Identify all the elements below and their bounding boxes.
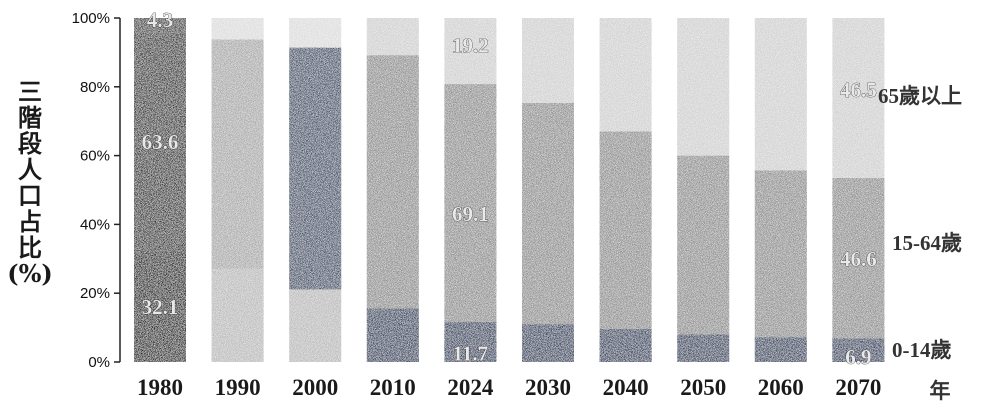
bar-stack-2060 [754, 18, 807, 362]
bar-stack-2050 [677, 18, 730, 362]
bar-segment-15-64歲 [522, 102, 574, 325]
bar-segment-0-14歲 [522, 324, 574, 362]
bar-segment-65歲以上 [754, 18, 807, 171]
x-tick-label: 2060 [758, 375, 804, 400]
x-tick-label: 2050 [680, 375, 726, 400]
y-tick-label: 80% [80, 79, 110, 96]
data-label: 46.6 [840, 247, 877, 271]
bar-stack-2010 [366, 18, 419, 362]
x-tick-label: 1980 [137, 375, 183, 400]
legend-item-65歲以上: 65歲以上 [878, 84, 962, 108]
y-tick-label: 100% [72, 10, 110, 27]
x-axis-title: 年 [930, 379, 951, 403]
bar-stack-2024 [444, 18, 497, 362]
y-axis-title-char: 比 [18, 233, 42, 262]
bar-segment-0-14歲 [677, 334, 730, 362]
bar-segment-0-14歲 [832, 338, 885, 362]
bar-segment-65歲以上 [444, 18, 497, 85]
bar-segment-0-14歲 [289, 289, 342, 362]
data-label: 11.7 [453, 341, 489, 365]
bars-group [134, 18, 885, 362]
y-tick-label: 40% [80, 216, 110, 233]
bar-segment-0-14歲 [444, 321, 497, 362]
bar-segment-0-14歲 [366, 308, 419, 362]
x-tick-label: 1990 [215, 375, 261, 400]
bar-stack-1980 [134, 18, 186, 362]
data-label: 46.5 [840, 78, 877, 102]
data-labels-group: 32.1 63.6 4.3 11.7 69.1 19.2 6.9 46.6 46.5 [141, 8, 877, 369]
y-axis-title-char: 段 [18, 129, 42, 158]
bar-stack-1990 [211, 18, 264, 362]
y-tick-label: 20% [80, 285, 110, 302]
x-tick-label: 2024 [447, 375, 494, 400]
bar-segment-65歲以上 [677, 18, 730, 156]
bar-segment-15-64歲 [832, 177, 885, 339]
y-tick-label: 0% [88, 354, 110, 371]
data-label: 32.1 [142, 295, 179, 319]
data-label: 19.2 [452, 34, 489, 58]
legend-item-0-14歲: 0-14歲 [892, 338, 952, 362]
x-tick-label: 2000 [292, 375, 338, 400]
x-tick-label: 2040 [603, 375, 649, 400]
bar-segment-15-64歲 [211, 39, 264, 269]
y-axis-title-char: (%) [7, 259, 53, 288]
bar-segment-65歲以上 [289, 18, 342, 48]
bar-segment-15-64歲 [134, 32, 186, 252]
bar-segment-0-14歲 [754, 337, 807, 362]
y-axis-title-char: 三 [18, 77, 42, 106]
data-label: 69.1 [452, 202, 489, 226]
bar-segment-15-64歲 [677, 155, 730, 335]
legend: 0-14歲 15-64歲 65歲以上 [878, 84, 962, 362]
y-axis-title-char: 口 [18, 181, 42, 210]
x-tick-label: 2070 [835, 375, 881, 400]
legend-item-15-64歲: 15-64歲 [892, 231, 962, 255]
y-axis-title-char: 占 [18, 207, 42, 236]
bar-segment-15-64歲 [599, 131, 652, 329]
bar-segment-15-64歲 [754, 170, 807, 338]
bar-segment-15-64歲 [366, 55, 419, 309]
bar-segment-65歲以上 [599, 18, 652, 132]
bar-stack-2070 [832, 18, 885, 362]
y-axis-title-char: 人 [18, 155, 42, 184]
data-label: 4.3 [147, 8, 173, 32]
bar-segment-0-14歲 [211, 268, 264, 362]
data-label: 6.9 [845, 345, 871, 369]
x-tick-label: 2030 [525, 375, 571, 400]
x-axis-labels: 1980 1990 2000 2010 2024 2030 2040 2050 2060 2070… [137, 375, 951, 403]
y-tick-label: 60% [80, 148, 110, 165]
bar-segment-15-64歲 [289, 47, 342, 290]
bar-segment-15-64歲 [444, 84, 497, 322]
bar-stack-2000 [289, 18, 342, 362]
y-axis: 0% 20% 40% 60% 80% 100% [72, 10, 121, 371]
bar-segment-65歲以上 [134, 18, 186, 33]
bar-stack-2040 [599, 18, 652, 362]
bar-stack-2030 [522, 18, 574, 362]
bar-segment-0-14歲 [134, 251, 186, 362]
bar-segment-65歲以上 [832, 18, 885, 178]
data-label: 63.6 [142, 130, 179, 154]
x-tick-label: 2010 [370, 375, 416, 400]
y-axis-title-char: 階 [18, 103, 42, 132]
bar-segment-65歲以上 [211, 18, 264, 40]
bar-segment-65歲以上 [366, 18, 419, 56]
bar-segment-65歲以上 [522, 18, 574, 103]
bar-segment-0-14歲 [599, 328, 652, 362]
